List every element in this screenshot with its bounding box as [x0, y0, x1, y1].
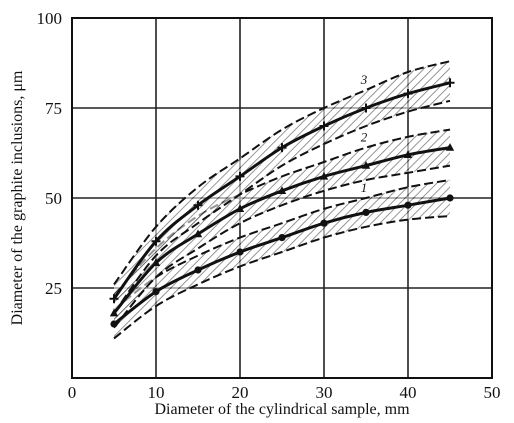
point-series-3	[277, 143, 287, 153]
band-series-1	[114, 180, 450, 339]
point-series-2	[361, 161, 371, 169]
y-tick-label: 75	[45, 99, 62, 118]
curve-label-3: 3	[360, 72, 368, 87]
lower-bound-series-3	[113, 99, 451, 314]
point-series-2	[403, 150, 413, 158]
y-tick-label: 25	[45, 279, 62, 298]
plot-frame	[71, 17, 493, 379]
point-series-3	[403, 89, 413, 99]
point-series-3	[235, 171, 245, 181]
point-series-2	[193, 229, 203, 238]
curve-label-2: 2	[361, 130, 368, 145]
point-series-1	[362, 208, 370, 216]
point-series-1	[236, 248, 244, 256]
point-layer	[109, 78, 455, 328]
x-tick-label: 50	[484, 383, 501, 402]
point-series-1	[320, 219, 328, 227]
point-series-2	[151, 258, 161, 266]
x-tick-label: 20	[232, 383, 249, 402]
point-series-2	[277, 186, 287, 194]
point-series-1	[110, 320, 118, 328]
curve-labels: 1 2 3	[360, 72, 368, 195]
lower-bound-series-2	[113, 164, 451, 329]
point-series-2	[109, 308, 119, 317]
band-layer	[113, 60, 451, 340]
x-axis-label: Diameter of the cylindrical sample, mm	[154, 401, 410, 418]
upper-bound-series-1	[113, 179, 451, 311]
point-series-3	[361, 103, 371, 113]
x-tick-label: 40	[400, 383, 417, 402]
point-series-2	[235, 204, 245, 212]
point-series-1	[152, 288, 160, 296]
point-series-1	[278, 234, 286, 242]
point-series-1	[194, 266, 202, 274]
point-series-3	[109, 294, 119, 304]
x-tick-label: 10	[148, 383, 165, 402]
point-series-3	[193, 200, 203, 210]
tick-labels: 0 10 20 30 40 50 25 50 75 100	[37, 9, 501, 402]
point-series-2	[445, 143, 455, 151]
point-series-2	[319, 171, 329, 180]
y-tick-label: 50	[45, 189, 62, 208]
y-axis-label: Diameter of the graphite inclusions, μm	[9, 70, 26, 325]
band-series-3	[114, 61, 450, 314]
curve-label-1: 1	[361, 180, 368, 195]
y-tick-label: 100	[37, 9, 63, 28]
point-series-1	[446, 194, 454, 202]
point-series-3	[319, 121, 329, 131]
x-tick-label: 30	[316, 383, 333, 402]
point-series-1	[404, 201, 412, 209]
lower-bound-series-1	[113, 215, 451, 340]
point-series-3	[151, 236, 161, 246]
upper-bound-series-3	[113, 60, 451, 285]
x-tick-label: 0	[68, 383, 77, 402]
point-series-3	[445, 78, 455, 88]
